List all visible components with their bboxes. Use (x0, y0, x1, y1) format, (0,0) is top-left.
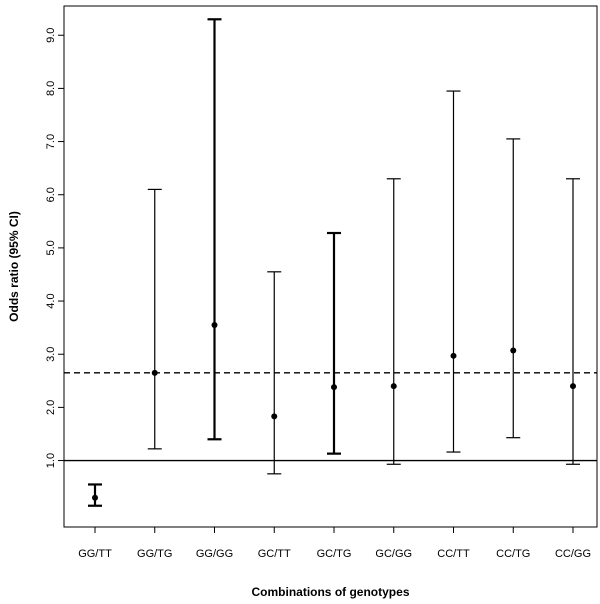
odds-ratio-point (510, 347, 517, 354)
y-tick-label: 5.0 (45, 240, 57, 255)
y-tick-label: 7.0 (45, 134, 57, 149)
y-tick-label: 9.0 (45, 28, 57, 43)
odds-ratio-point (390, 383, 397, 390)
x-tick-label: GG/TG (137, 548, 172, 560)
x-tick-label: CC/GG (555, 548, 591, 560)
odds-ratio-point (450, 352, 457, 359)
x-tick-label: GC/GG (375, 548, 412, 560)
x-tick-label: CC/TT (437, 548, 470, 560)
y-tick-label: 2.0 (45, 400, 57, 415)
y-tick-label: 1.0 (45, 453, 57, 468)
x-axis-title: Combinations of genotypes (251, 585, 409, 599)
x-tick-label: CC/TG (496, 548, 530, 560)
x-tick-label: GC/TG (317, 548, 352, 560)
y-tick-label: 3.0 (45, 347, 57, 362)
plot-frame (63, 5, 598, 528)
odds-ratio-point (151, 369, 158, 376)
y-axis: 1.0 2.0 3.0 4.0 5.0 6.0 7.0 8.0 9.0 (45, 28, 64, 468)
reference-lines (64, 372, 597, 462)
y-tick-label: 8.0 (45, 81, 57, 96)
x-tick-label: GG/TT (78, 548, 112, 560)
y-tick-label: 6.0 (45, 187, 57, 202)
y-axis-title: Odds ratio (95% CI) (7, 211, 21, 322)
x-tick-label: GG/GG (196, 548, 233, 560)
odds-ratio-point (331, 384, 337, 391)
odds-ratio-point (92, 494, 98, 501)
y-tick-label: 4.0 (45, 293, 57, 308)
odds-ratio-point (271, 413, 278, 420)
x-tick-label: GC/TT (258, 548, 291, 560)
odds-ratio-point (211, 321, 218, 328)
odds-ratio-point (570, 383, 576, 390)
error-bar-marks (88, 18, 580, 507)
x-axis: GG/TT GG/TG GG/GG GC/TT GC/TG GC/GG CC/TT CC/TG… (78, 527, 591, 560)
